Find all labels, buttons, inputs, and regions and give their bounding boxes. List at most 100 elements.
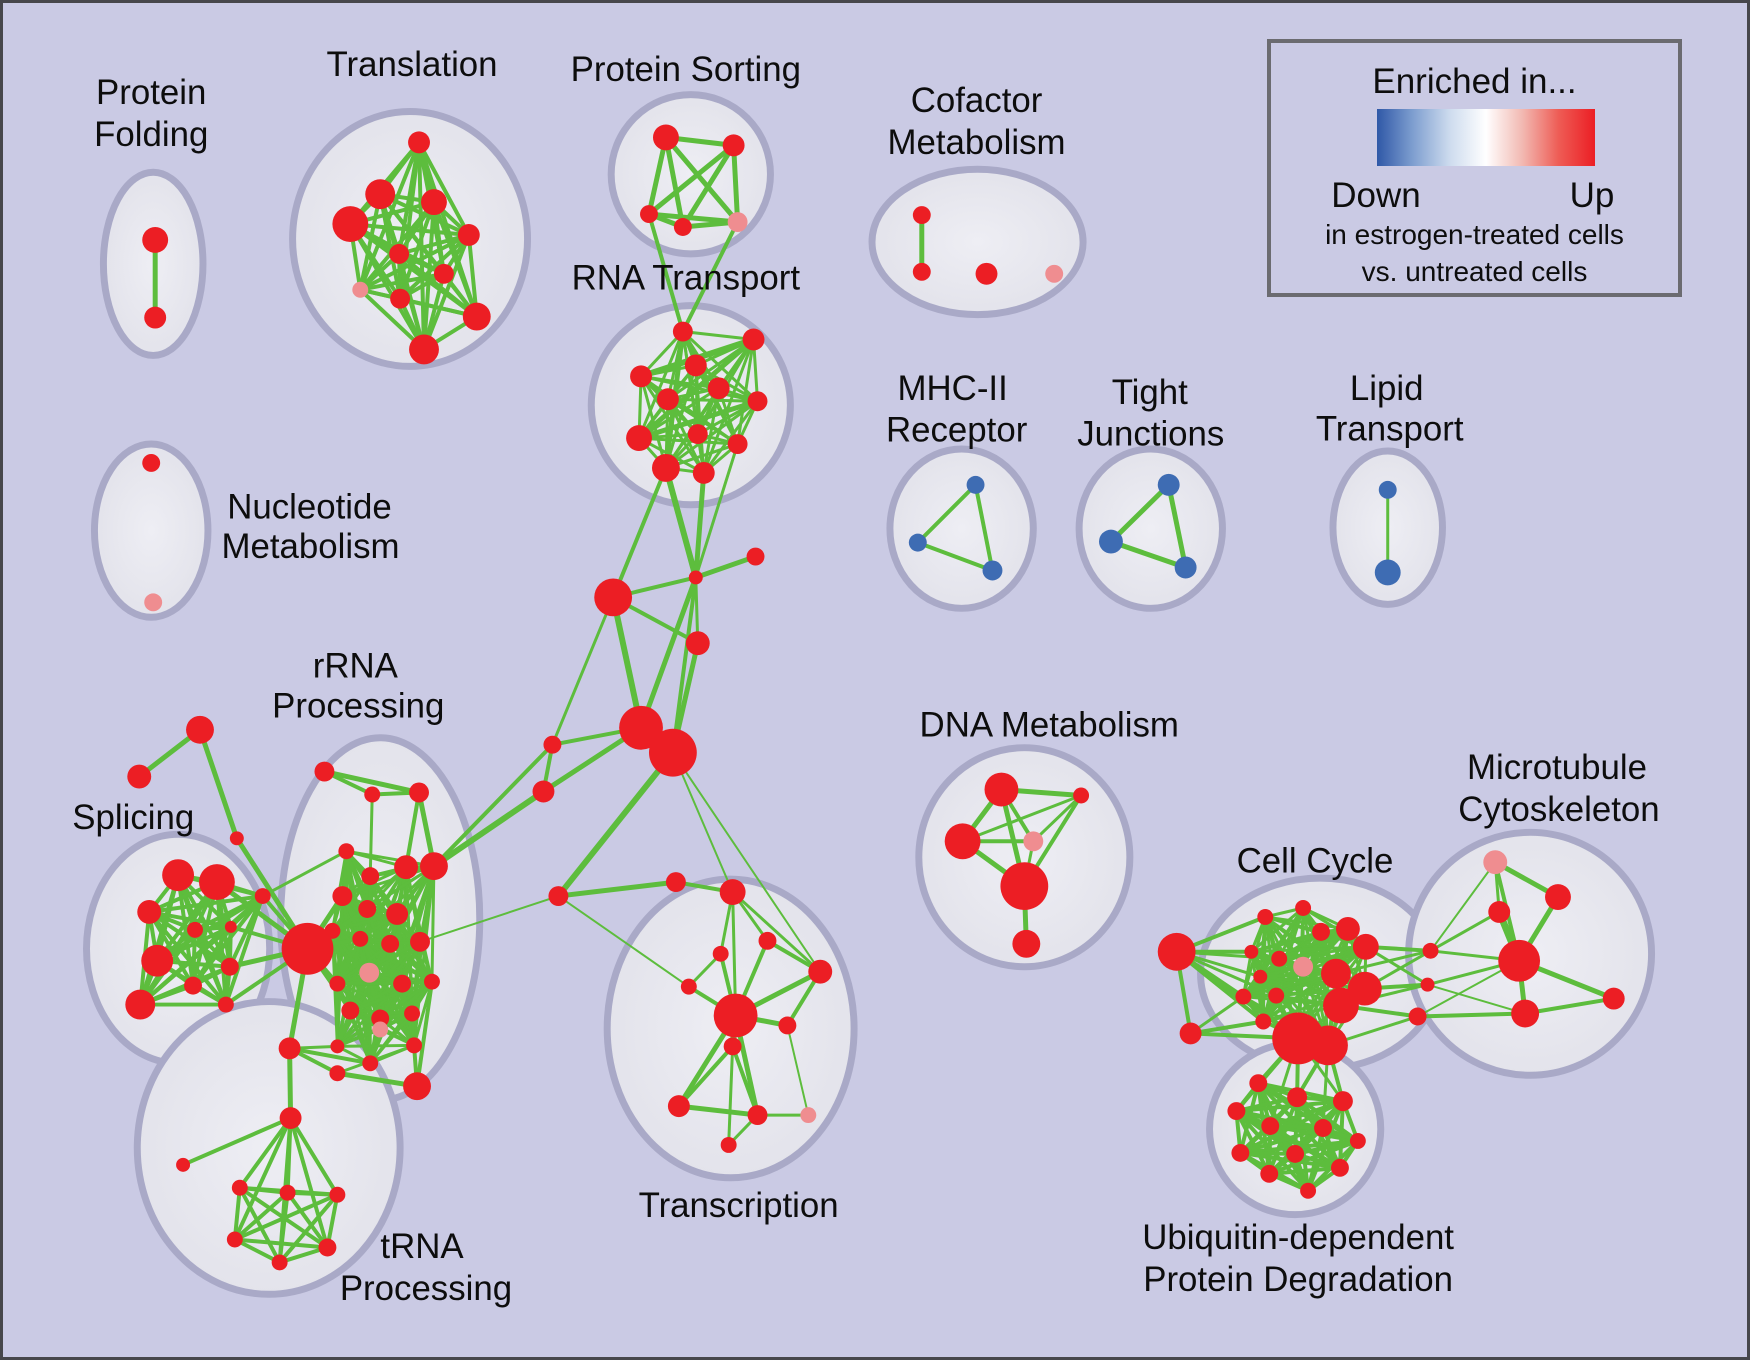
network-edge [330,912,399,933]
network-edge [961,793,1083,843]
network-edge [348,222,471,237]
network-node-ps2 [722,134,745,157]
network-edge [1429,861,1497,952]
network-node-d2 [1073,787,1090,804]
network-node-cc10 [1321,958,1351,989]
network-node-t10 [462,302,491,331]
cluster-label-microtubule-cytoskeleton: Cytoskeleton [1458,790,1659,829]
legend-gradient-bar [1377,109,1595,166]
network-edge [344,849,436,868]
network-node-c1 [688,570,703,585]
network-node-sp9 [217,996,234,1013]
network-edge [727,1044,735,1147]
network-edge [285,1190,330,1250]
network-edge [636,337,757,441]
network-node-rr8 [332,886,353,906]
network-node-mt-pink [1483,850,1508,875]
network-node-x3 [758,931,777,950]
network-node-x13 [720,1136,737,1153]
network-edge [915,482,978,545]
network-node-d5 [1000,862,1049,910]
network-edge [232,1185,242,1242]
network-edge [368,792,374,878]
network-node-rr4 [338,843,355,860]
network-edge [232,1116,293,1242]
network-node-d3 [944,823,981,860]
network-edge [557,895,690,988]
network-node-cc4 [1335,916,1360,941]
network-node-mh2 [908,533,927,552]
network-edge [397,251,479,319]
network-edge [731,142,741,225]
network-node-ub3 [1332,1091,1353,1112]
cluster-label-microtubule-cytoskeleton: Microtubule [1467,748,1647,787]
network-edge [348,222,426,352]
cluster-label-nucleotide-metabolism: Nucleotide [227,487,392,526]
cluster-label-splicing: Splicing [72,798,194,837]
network-node-tr2 [279,1184,296,1201]
network-node-tj3 [1174,556,1197,579]
network-edge [555,879,679,899]
network-node-tr1 [231,1179,248,1196]
network-edge [1241,972,1338,999]
network-node-x7 [713,993,758,1038]
network-node-ub11 [1260,1164,1279,1183]
network-edge [430,788,547,870]
network-node-cm3 [975,262,998,285]
network-edge [287,1045,294,1121]
network-node-rr5 [361,867,380,886]
network-edge [730,1044,760,1118]
network-node-rr13 [352,930,369,947]
network-edge [681,330,756,342]
cluster-label-tight-junctions: Tight [1112,373,1188,412]
network-edge [335,1043,416,1048]
network-edge [358,140,422,292]
network-node-t6 [389,243,410,264]
network-node-rr22 [406,1037,423,1054]
legend-caption-line1: in estrogen-treated cells [1325,219,1624,250]
network-node-x12 [800,1107,817,1124]
cluster-label-trna-processing: Processing [340,1269,512,1308]
network-node-x8 [778,1016,797,1035]
network-node-cn1 [1422,942,1439,959]
network-edge [663,134,686,230]
network-node-cm1 [912,206,931,225]
network-edge [419,895,560,943]
network-node-tj2 [1099,529,1123,554]
network-node-cn2 [1420,977,1435,992]
network-node-rt2 [742,328,765,351]
network-node-t3 [421,189,447,216]
network-node-lt2 [1374,559,1401,586]
network-edge [430,864,436,984]
network-edge [638,574,699,731]
network-node-rr1 [314,761,335,782]
network-node-rr9 [358,900,377,918]
network-node-sp3 [137,900,162,924]
network-node-cc-out1 [1157,932,1196,971]
network-node-cc5 [1352,933,1379,960]
legend-down-label: Down [1331,176,1421,215]
network-node-mt1 [1545,884,1571,910]
network-edge [637,330,685,440]
network-node-cc12 [1235,988,1252,1005]
cluster-label-cofactor-metabolism: Cofactor [911,81,1043,120]
node-layer [125,124,1625,1271]
network-edge [662,464,699,581]
network-edge [1108,539,1189,570]
network-edge [1334,949,1433,976]
network-node-mt2 [1488,901,1511,923]
network-edge [1267,1165,1342,1176]
network-node-tr5 [318,1238,337,1257]
network-edge [288,1116,340,1197]
network-node-ub1 [1249,1074,1268,1093]
network-node-ub6 [1314,1119,1332,1137]
network-node-rr6 [394,855,419,880]
cluster-label-nucleotide-metabolism: Metabolism [221,527,399,566]
network-node-rr23 [330,1039,345,1054]
network-edge [1523,996,1616,1016]
network-edge [415,979,434,1089]
cluster-label-translation: Translation [327,45,498,84]
network-node-cc13 [1268,987,1285,1004]
network-edge [1249,906,1305,954]
